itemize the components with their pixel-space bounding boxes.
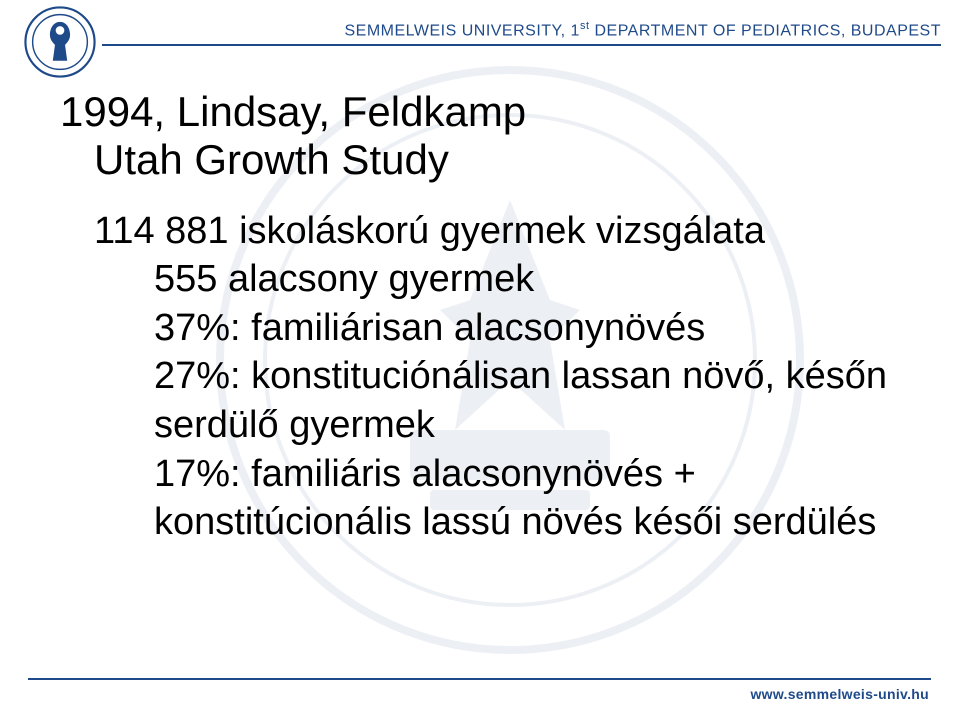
body-block: 114 881 iskoláskorú gyermek vizsgálata 5… xyxy=(60,207,899,547)
body-line: 555 alacsony gyermek xyxy=(60,255,899,304)
body-line: 114 881 iskoláskorú gyermek vizsgálata xyxy=(60,207,899,256)
title-line-1: 1994, Lindsay, Feldkamp xyxy=(60,88,899,136)
body-line: 37%: familiárisan alacsonynövés xyxy=(60,304,899,353)
footer-divider xyxy=(28,678,931,680)
university-crest-icon xyxy=(24,6,96,78)
header-institution: SEMMELWEIS UNIVERSITY, 1st DEPARTMENT OF… xyxy=(344,20,941,40)
header-institution-part1: SEMMELWEIS UNIVERSITY, 1 xyxy=(344,22,579,39)
body-line: 27%: konstituciónálisan lassan növő, kés… xyxy=(60,352,899,449)
header-institution-sup: st xyxy=(580,20,590,32)
title-line-2: Utah Growth Study xyxy=(60,136,899,184)
body-line: 17%: familiáris alacsonynövés + konstitú… xyxy=(60,450,899,547)
slide-footer: www.semmelweis-univ.hu xyxy=(0,678,959,708)
slide-content: 1994, Lindsay, Feldkamp Utah Growth Stud… xyxy=(60,88,899,660)
header-divider xyxy=(102,44,941,46)
slide-header: SEMMELWEIS UNIVERSITY, 1st DEPARTMENT OF… xyxy=(0,0,959,78)
header-institution-part2: DEPARTMENT OF PEDIATRICS, BUDAPEST xyxy=(590,22,941,39)
footer-url: www.semmelweis-univ.hu xyxy=(750,686,929,702)
